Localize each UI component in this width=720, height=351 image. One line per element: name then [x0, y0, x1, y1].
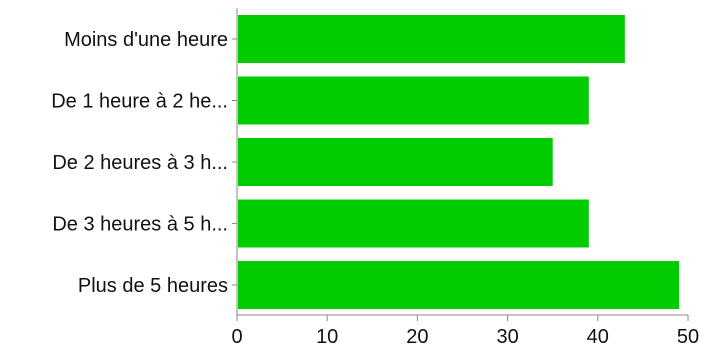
x-tick-label-0: 0	[231, 326, 242, 348]
bar-2	[238, 76, 589, 125]
bar-5	[238, 261, 679, 309]
bars-group	[238, 15, 679, 309]
bar-4	[238, 199, 589, 248]
x-tick-label-40: 40	[587, 326, 609, 348]
category-label-3: De 2 heures à 3 h...	[52, 152, 228, 174]
category-label-4: De 3 heures à 5 h...	[52, 214, 228, 236]
category-label-5: Plus de 5 heures	[78, 275, 228, 297]
category-labels: Moins d'une heure De 1 heure à 2 he... De …	[51, 29, 228, 297]
x-tick-label-50: 50	[677, 326, 699, 348]
axes-group	[232, 8, 688, 316]
x-tick-label-20: 20	[406, 326, 428, 348]
category-label-1: Moins d'une heure	[64, 29, 228, 51]
category-label-2: De 1 heure à 2 he...	[51, 91, 228, 113]
x-ticks-group: 0 10 20 30 40 50	[231, 315, 699, 348]
x-tick-label-10: 10	[316, 326, 338, 348]
x-tick-label-30: 30	[496, 326, 518, 348]
bar-1	[238, 15, 625, 63]
bar-3	[238, 138, 553, 186]
